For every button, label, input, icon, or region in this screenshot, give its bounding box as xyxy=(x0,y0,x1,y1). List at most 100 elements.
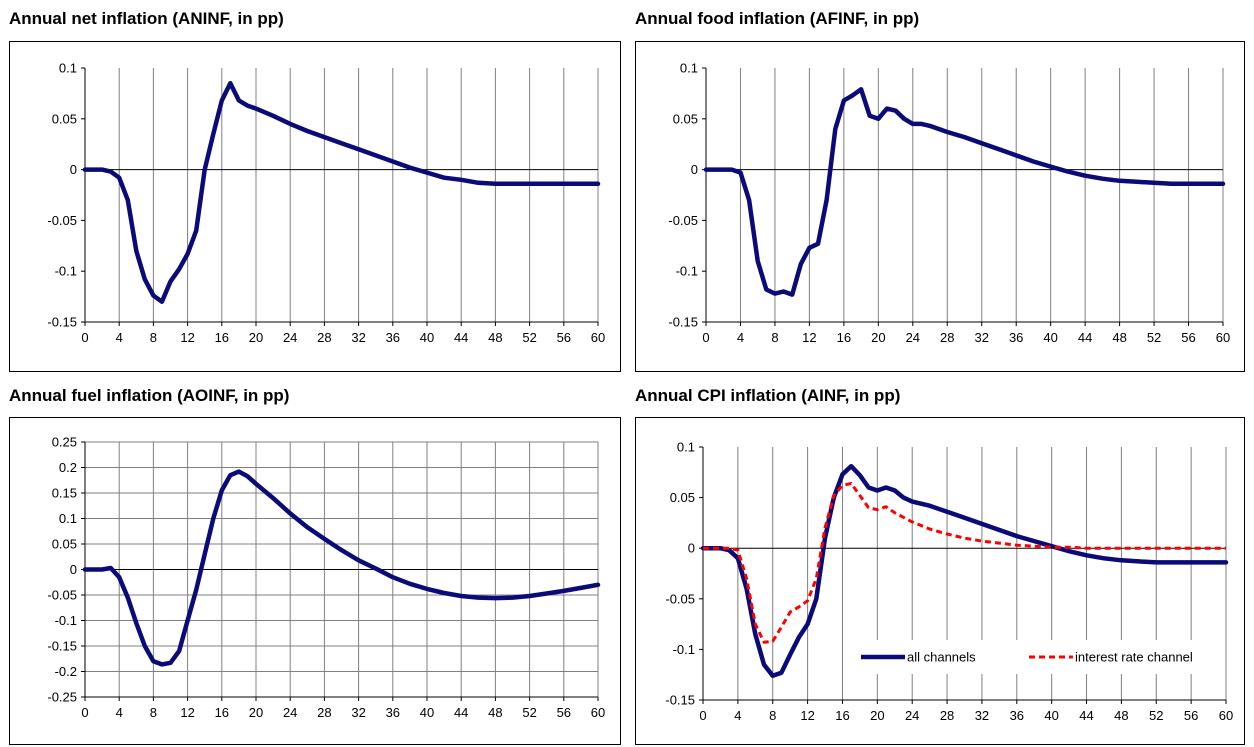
x-tick-label: 48 xyxy=(1112,330,1126,345)
y-tick-label: 0.25 xyxy=(52,435,77,450)
x-tick-label: 4 xyxy=(734,708,741,723)
x-tick-label: 44 xyxy=(1079,708,1093,723)
y-tick-label: 0.1 xyxy=(677,440,695,455)
y-tick-label: 0 xyxy=(688,541,695,556)
x-tick-label: 52 xyxy=(522,705,536,720)
x-tick-label: 32 xyxy=(351,330,365,345)
x-tick-label: 28 xyxy=(317,705,331,720)
y-tick-label: -0.15 xyxy=(668,315,698,330)
x-tick-label: 40 xyxy=(1043,330,1057,345)
y-tick-label: -0.15 xyxy=(47,639,77,654)
y-tick-label: -0.15 xyxy=(47,315,77,330)
x-tick-label: 56 xyxy=(1184,708,1198,723)
x-tick-label: 24 xyxy=(283,705,297,720)
x-tick-label: 16 xyxy=(837,330,851,345)
x-tick-label: 4 xyxy=(116,705,123,720)
y-tick-label: -0.1 xyxy=(55,264,77,279)
chart-svg: 0.25 0.2 0.15 0.1 0.05 0 -0.05 -0.1 -0.15 -0.2 -0.… xyxy=(47,435,605,721)
x-tick-label: 12 xyxy=(180,330,194,345)
chart-svg: 0.10.050-0.05-0.1-0.150 4 8 12 16 20 24 28 32 36 4… xyxy=(668,61,1230,346)
x-tick-label: 16 xyxy=(215,705,229,720)
series-line xyxy=(82,469,601,667)
y-tick-label: -0.1 xyxy=(673,642,695,657)
x-tick-label: 8 xyxy=(771,330,778,345)
y-tick-label: 0 xyxy=(691,162,698,177)
y-tick-label: 0.05 xyxy=(52,111,77,126)
y-tick-label: -0.05 xyxy=(47,588,77,603)
x-tick-label: 4 xyxy=(737,330,744,345)
x-tick-label: 32 xyxy=(975,708,989,723)
x-tick-label: 48 xyxy=(488,705,502,720)
x-tick-label: 24 xyxy=(283,330,297,345)
series-line-all-channels xyxy=(700,463,1229,678)
x-tick-label: 32 xyxy=(974,330,988,345)
chart-svg: 0.10.050-0.05-0.1-0.150 4 8 12 16 20 24 28 32 36 4… xyxy=(47,61,605,346)
chart-panel-food-inflation: Annual food inflation (AFINF, in pp) 0.1… xyxy=(627,0,1254,375)
chart-frame xyxy=(635,41,1245,372)
x-tick-label: 16 xyxy=(835,708,849,723)
chart-panel-net-inflation: Annual net inflation (ANINF, in pp) 0.1 0… xyxy=(0,0,627,375)
x-tick-label: 36 xyxy=(386,330,400,345)
x-tick-label: 60 xyxy=(591,705,605,720)
x-tick-label: 4 xyxy=(116,330,123,345)
x-tick-label: 24 xyxy=(906,330,920,345)
chart-panel-fuel-inflation: Annual fuel inflation (AOINF, in pp) 0.2… xyxy=(0,375,627,747)
x-tick-label: 36 xyxy=(1010,708,1024,723)
x-tick-label: 16 xyxy=(215,330,229,345)
x-tick-label: 20 xyxy=(870,708,884,723)
chart-panel-cpi-inflation: Annual CPI inflation (AINF, in pp) 0.1 0.… xyxy=(627,375,1254,747)
x-tick-label: 8 xyxy=(150,705,157,720)
y-tick-label: 0.05 xyxy=(670,490,695,505)
legend-label: all channels xyxy=(907,650,976,665)
series-line xyxy=(82,80,601,304)
x-tick-label: 36 xyxy=(1009,330,1023,345)
y-tick-label: 0 xyxy=(70,162,77,177)
x-tick-label: 20 xyxy=(249,330,263,345)
y-tick-label: 0 xyxy=(70,562,77,577)
x-tick-label: 44 xyxy=(1078,330,1092,345)
chart-svg: 0.10.050-0.05-0.1-0.150 4 8 12 16 20 24 28 32 36 4… xyxy=(665,440,1233,724)
x-tick-label: 0 xyxy=(81,705,88,720)
y-tick-label: 0.2 xyxy=(59,460,77,475)
x-tick-label: 52 xyxy=(522,330,536,345)
x-tick-label: 48 xyxy=(1114,708,1128,723)
x-tick-label: 48 xyxy=(488,330,502,345)
y-tick-label: -0.05 xyxy=(668,213,698,228)
chart-title: Annual CPI inflation (AINF, in pp) xyxy=(635,386,901,405)
x-tick-label: 12 xyxy=(180,705,194,720)
x-tick-label: 40 xyxy=(420,330,434,345)
x-tick-label: 28 xyxy=(940,708,954,723)
y-tick-label: -0.2 xyxy=(55,664,77,679)
x-tick-label: 56 xyxy=(557,705,571,720)
legend-box xyxy=(851,640,1220,674)
x-tick-label: 36 xyxy=(386,705,400,720)
x-tick-label: 44 xyxy=(454,330,468,345)
y-tick-label: 0.15 xyxy=(52,486,77,501)
legend-label: interest rate channel xyxy=(1075,650,1193,665)
y-tick-label: 0.1 xyxy=(680,61,698,76)
series-line-interest-rate-channel xyxy=(703,481,1226,644)
series-line xyxy=(703,87,1226,297)
x-tick-label: 56 xyxy=(1181,330,1195,345)
x-tick-label: 56 xyxy=(557,330,571,345)
chart-title: Annual food inflation (AFINF, in pp) xyxy=(635,9,920,28)
chart-frame xyxy=(635,417,1245,745)
x-tick-label: 0 xyxy=(702,330,709,345)
x-tick-label: 60 xyxy=(1219,708,1233,723)
chart-frame xyxy=(9,41,621,372)
y-tick-label: -0.1 xyxy=(55,613,77,628)
x-tick-label: 40 xyxy=(420,705,434,720)
y-tick-label: -0.05 xyxy=(665,591,695,606)
x-tick-label: 28 xyxy=(940,330,954,345)
x-tick-label: 20 xyxy=(249,705,263,720)
x-tick-label: 28 xyxy=(317,330,331,345)
x-tick-label: 32 xyxy=(351,705,365,720)
y-tick-label: -0.15 xyxy=(665,693,695,708)
x-tick-label: 0 xyxy=(81,330,88,345)
y-tick-label: 0.05 xyxy=(673,111,698,126)
y-tick-label: 0.1 xyxy=(59,61,77,76)
x-tick-label: 52 xyxy=(1147,330,1161,345)
x-tick-label: 0 xyxy=(699,708,706,723)
x-tick-label: 20 xyxy=(871,330,885,345)
x-tick-label: 24 xyxy=(905,708,919,723)
